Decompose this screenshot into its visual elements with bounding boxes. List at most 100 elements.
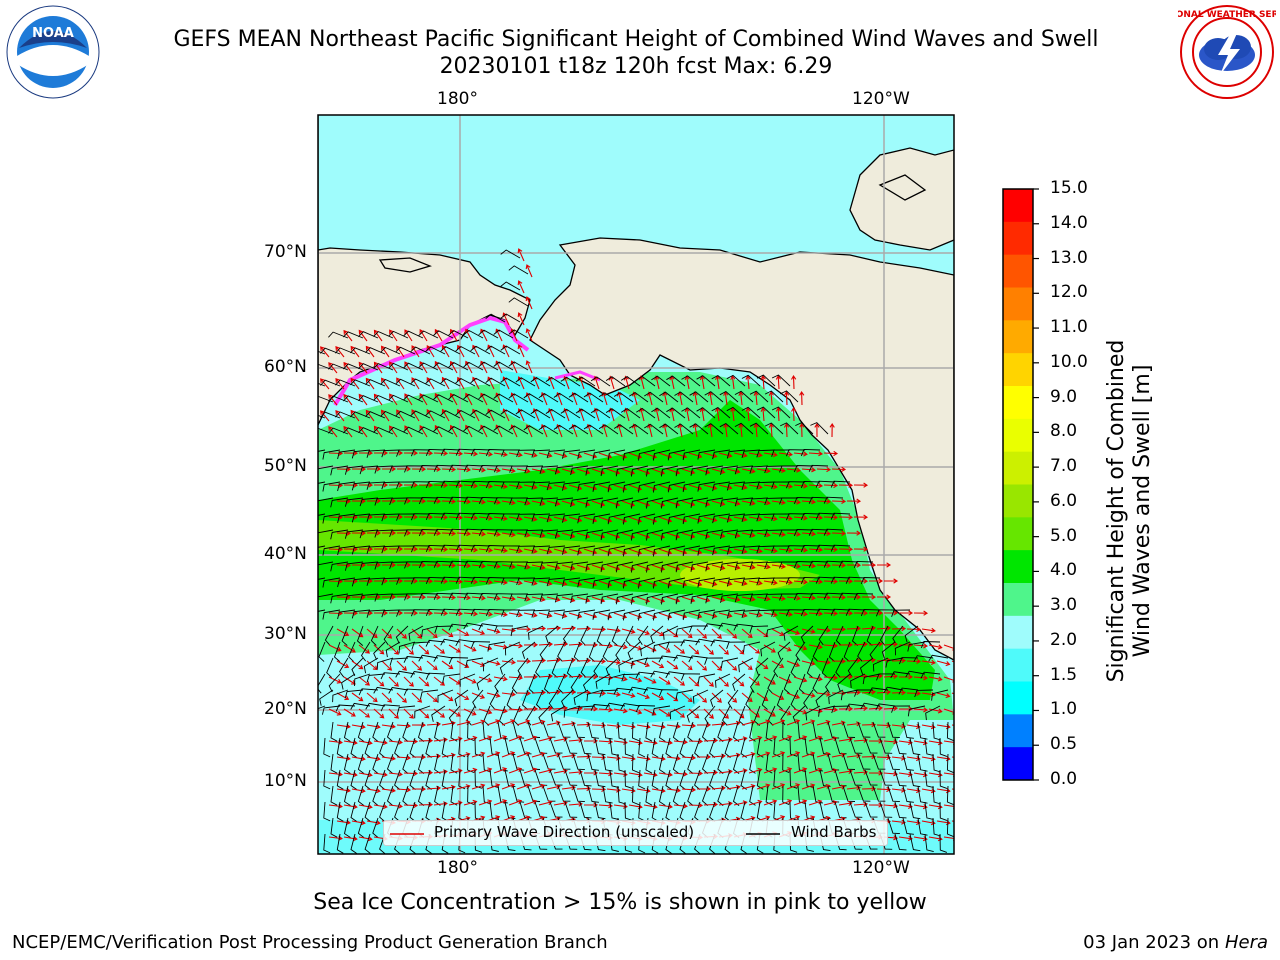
wave-direction-arrow [639,375,645,390]
wind-barb [328,673,341,693]
wave-direction-arrow [711,500,726,507]
wind-barb [777,641,791,660]
wave-direction-arrow [366,660,378,671]
wave-direction-arrow [831,530,847,536]
wind-barb [872,785,886,802]
wind-barb [675,625,694,637]
wind-barb [354,673,371,687]
wind-barb [845,576,866,584]
wind-barb [636,407,656,419]
wave-direction-arrow [753,423,759,438]
wind-barb [697,673,716,684]
wind-barb [779,593,799,601]
wave-direction-arrow [756,692,769,702]
wind-barb [583,424,604,435]
colorbar-tick-label: 0.5 [1050,734,1078,755]
wave-direction-arrow [523,642,539,648]
wind-barb [524,529,544,538]
wind-barb [433,426,454,435]
wind-barb [322,545,341,556]
wave-direction-arrow [823,514,839,521]
wind-barb [410,671,431,678]
colorbar-tick-label: 11.0 [1050,317,1088,338]
wind-barb [563,705,581,718]
wave-direction-arrow [486,783,501,790]
wind-barb [764,529,784,538]
wave-direction-arrow [853,705,869,711]
wind-barb [667,577,686,589]
wind-barb [815,576,836,584]
colorbar [1002,188,1039,781]
wave-direction-arrow [658,644,671,653]
wind-barb [487,641,506,652]
wind-barb [408,625,424,641]
wave-direction-arrow [358,361,368,374]
wave-direction-arrow [733,580,748,586]
wind-barb [373,686,394,694]
wave-direction-arrow [411,466,427,472]
wave-direction-arrow [396,787,412,793]
wave-direction-arrow [647,391,653,406]
wind-barb [528,625,544,640]
wave-direction-arrow [718,452,733,459]
wave-direction-arrow [508,735,523,742]
wind-barb [667,449,686,461]
wave-direction-arrow [374,610,389,616]
wind-barb [894,801,907,819]
wind-barb [690,465,709,476]
wind-barb [879,737,893,754]
wave-direction-arrow [396,692,407,703]
wind-barb [607,481,626,493]
wind-barb [607,513,626,525]
wind-barb [808,560,829,568]
wave-direction-arrow [793,799,808,806]
wave-direction-arrow [733,484,748,490]
wind-barb [719,390,739,403]
wind-barb [771,609,791,617]
wind-barb [318,593,334,598]
wave-direction-arrow [756,468,771,474]
wave-direction-arrow [478,644,493,651]
wind-barb [686,705,701,723]
wave-direction-arrow [538,516,553,522]
colorbar-swatch [1003,615,1033,650]
wave-direction-arrow [846,721,861,727]
wave-direction-arrow [493,799,508,806]
wind-barb [410,346,431,355]
wave-direction-arrow [433,676,445,686]
wave-direction-arrow [651,660,665,669]
wind-barb [433,528,454,536]
wind-barb [734,529,754,539]
wave-direction-arrow [703,644,714,655]
wave-direction-arrow [891,755,906,761]
wind-barb [463,622,484,630]
wind-barb [622,449,641,461]
wave-direction-arrow [763,515,778,522]
wave-direction-arrow [456,563,472,569]
wind-barb [374,497,394,506]
wave-direction-arrow [426,498,442,504]
wind-barb [696,375,716,387]
wind-barb [404,593,424,601]
wind-barb [876,673,896,681]
wind-barb [524,593,544,602]
wave-direction-arrow [411,345,420,358]
wave-direction-arrow [738,391,744,406]
wind-barb [389,593,409,602]
wave-direction-arrow [367,498,382,504]
wind-barb [609,737,619,756]
wind-barb [485,377,506,387]
wind-barb [440,410,461,419]
wave-direction-arrow [943,772,954,778]
wave-direction-arrow [397,594,412,600]
wave-direction-arrow [366,724,381,730]
wind-barb [359,465,379,475]
wave-direction-arrow [853,610,869,616]
wave-direction-arrow [726,500,741,506]
wind-barb [396,609,416,617]
wind-barb [773,801,781,822]
wind-barb [494,625,514,633]
wind-barb [800,448,821,457]
wind-barb [455,608,476,616]
wind-barb [830,544,851,552]
